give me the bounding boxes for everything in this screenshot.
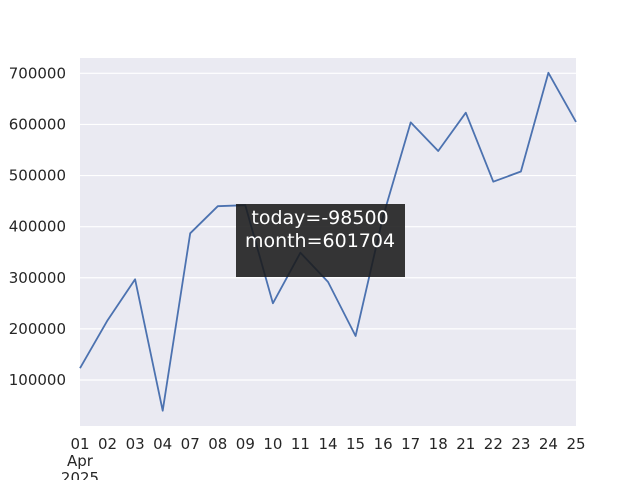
y-tick-label: 700000 <box>9 64 66 82</box>
y-axis-ticks: 100000 200000 300000 400000 500000 600000 7000… <box>9 64 66 389</box>
x-tick-label: 14 <box>318 435 337 453</box>
x-tick-label: 01 Apr 2025 <box>61 435 99 480</box>
x-tick-label: 07 <box>181 435 200 453</box>
x-tick-label: 04 <box>153 435 172 453</box>
x-tick-label: 11 <box>291 435 310 453</box>
x-tick-label: 16 <box>374 435 393 453</box>
series-lines <box>79 71 577 412</box>
x-tick-label: 08 <box>208 435 227 453</box>
x-tick-label: 21 <box>456 435 475 453</box>
x-tick-label: 15 <box>346 435 365 453</box>
x-tick-label: 17 <box>401 435 420 453</box>
grid-lines <box>80 72 576 381</box>
x-tick-label: 25 <box>566 435 585 453</box>
annotation-line-1: today=-98500 <box>251 207 388 229</box>
y-tick-label: 300000 <box>9 269 66 287</box>
x-tick-label: 10 <box>263 435 282 453</box>
y-tick-label: 600000 <box>9 115 66 133</box>
x-tick-label: 09 <box>236 435 255 453</box>
x-tick-label: 03 <box>126 435 145 453</box>
annotation-background <box>236 204 405 277</box>
x-tick-label: 18 <box>429 435 448 453</box>
x-tick-label: 02 <box>98 435 117 453</box>
series-line <box>79 71 577 412</box>
annotation-line-2: month=601704 <box>245 230 395 252</box>
y-tick-label: 200000 <box>9 320 66 338</box>
y-tick-label: 100000 <box>9 371 66 389</box>
y-tick-label: 500000 <box>9 167 66 185</box>
annotation-box: today=-98500 month=601704 <box>236 204 405 277</box>
y-tick-label: 400000 <box>9 218 66 236</box>
x-tick-label: 23 <box>511 435 530 453</box>
x-tick-label: 22 <box>484 435 503 453</box>
x-tick-label: 24 <box>539 435 558 453</box>
